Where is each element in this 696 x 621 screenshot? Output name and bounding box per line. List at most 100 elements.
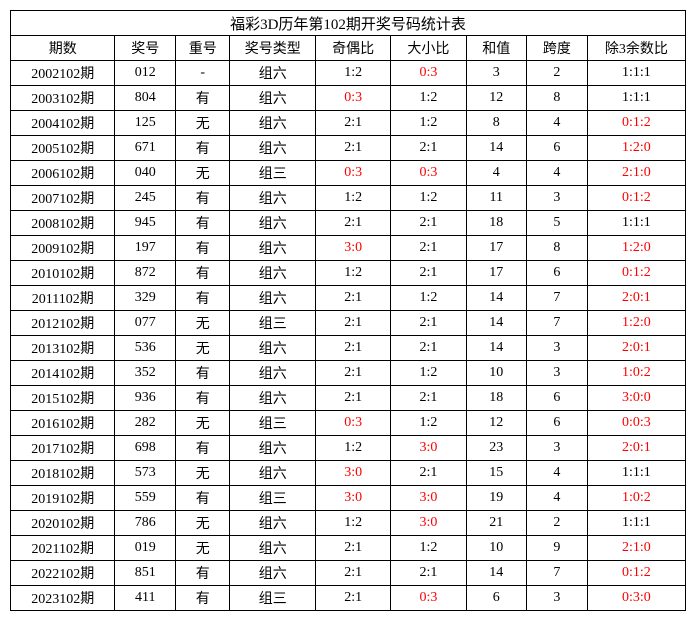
- column-header: 和值: [466, 36, 527, 61]
- table-cell: 2:1: [316, 561, 391, 586]
- table-cell: 2017102期: [11, 436, 115, 461]
- column-header: 大小比: [391, 36, 466, 61]
- column-header: 奇偶比: [316, 36, 391, 61]
- table-cell: 2018102期: [11, 461, 115, 486]
- table-cell: 无: [176, 111, 230, 136]
- table-cell: 2:1: [316, 311, 391, 336]
- table-cell: 无: [176, 161, 230, 186]
- table-cell: 3:0: [391, 511, 466, 536]
- table-cell: 组三: [230, 411, 316, 436]
- table-cell: 040: [115, 161, 176, 186]
- table-cell: 组六: [230, 536, 316, 561]
- table-cell: 2005102期: [11, 136, 115, 161]
- table-cell: 197: [115, 236, 176, 261]
- table-cell: 2021102期: [11, 536, 115, 561]
- table-cell: 组六: [230, 261, 316, 286]
- table-cell: 2012102期: [11, 311, 115, 336]
- table-cell: 2008102期: [11, 211, 115, 236]
- table-row: 2020102期786无组六1:23:02121:1:1: [11, 511, 686, 536]
- table-cell: 有: [176, 436, 230, 461]
- table-cell: 6: [527, 411, 588, 436]
- table-cell: 7: [527, 311, 588, 336]
- table-cell: 1:0:2: [587, 486, 685, 511]
- table-cell: 2:1: [391, 311, 466, 336]
- table-cell: 2:1: [391, 461, 466, 486]
- column-header: 奖号类型: [230, 36, 316, 61]
- table-row: 2019102期559有组三3:03:01941:0:2: [11, 486, 686, 511]
- table-cell: 9: [527, 536, 588, 561]
- table-cell: 无: [176, 311, 230, 336]
- table-cell: 14: [466, 336, 527, 361]
- table-cell: 2:1: [316, 286, 391, 311]
- table-cell: 6: [527, 136, 588, 161]
- table-row: 2015102期936有组六2:12:11863:0:0: [11, 386, 686, 411]
- table-cell: 14: [466, 311, 527, 336]
- table-cell: 有: [176, 361, 230, 386]
- table-cell: 有: [176, 586, 230, 611]
- table-cell: 12: [466, 411, 527, 436]
- table-cell: 1:2: [391, 186, 466, 211]
- table-cell: 4: [466, 161, 527, 186]
- table-cell: 1:2: [391, 286, 466, 311]
- table-cell: 有: [176, 136, 230, 161]
- table-cell: 945: [115, 211, 176, 236]
- table-cell: 无: [176, 511, 230, 536]
- table-cell: 8: [527, 236, 588, 261]
- table-cell: 2019102期: [11, 486, 115, 511]
- table-cell: 2:1: [316, 111, 391, 136]
- table-cell: 1:1:1: [587, 86, 685, 111]
- table-cell: 1:2:0: [587, 311, 685, 336]
- table-cell: 573: [115, 461, 176, 486]
- table-cell: 3: [527, 436, 588, 461]
- table-cell: 1:2:0: [587, 236, 685, 261]
- table-row: 2018102期573无组六3:02:11541:1:1: [11, 461, 686, 486]
- table-cell: 2013102期: [11, 336, 115, 361]
- table-row: 2007102期245有组六1:21:21130:1:2: [11, 186, 686, 211]
- table-cell: 2006102期: [11, 161, 115, 186]
- table-row: 2011102期329有组六2:11:21472:0:1: [11, 286, 686, 311]
- table-cell: 0:3:0: [587, 586, 685, 611]
- table-cell: 无: [176, 461, 230, 486]
- table-cell: 2: [527, 61, 588, 86]
- table-cell: 14: [466, 136, 527, 161]
- table-cell: 2015102期: [11, 386, 115, 411]
- table-row: 2005102期671有组六2:12:11461:2:0: [11, 136, 686, 161]
- table-cell: 有: [176, 286, 230, 311]
- table-cell: 1:2: [316, 186, 391, 211]
- table-cell: 8: [527, 86, 588, 111]
- table-cell: 2020102期: [11, 511, 115, 536]
- table-cell: 3: [527, 361, 588, 386]
- table-cell: 2011102期: [11, 286, 115, 311]
- table-cell: 2:1: [391, 136, 466, 161]
- table-cell: 组三: [230, 486, 316, 511]
- table-cell: 4: [527, 461, 588, 486]
- table-cell: 1:2: [316, 261, 391, 286]
- table-cell: 2:1: [316, 386, 391, 411]
- table-cell: 3:0: [316, 461, 391, 486]
- table-cell: 019: [115, 536, 176, 561]
- table-cell: 2:1: [316, 211, 391, 236]
- table-cell: 077: [115, 311, 176, 336]
- table-row: 2002102期012-组六1:20:3321:1:1: [11, 61, 686, 86]
- table-row: 2022102期851有组六2:12:11470:1:2: [11, 561, 686, 586]
- table-cell: 组三: [230, 161, 316, 186]
- table-cell: 18: [466, 386, 527, 411]
- table-title: 福彩3D历年第102期开奖号码统计表: [11, 11, 686, 36]
- table-cell: 2:1: [316, 336, 391, 361]
- table-cell: 2:1: [316, 536, 391, 561]
- table-row: 2013102期536无组六2:12:11432:0:1: [11, 336, 686, 361]
- table-cell: 6: [527, 386, 588, 411]
- table-cell: 1:2: [316, 511, 391, 536]
- table-cell: 2:0:1: [587, 436, 685, 461]
- table-cell: 17: [466, 261, 527, 286]
- table-cell: 14: [466, 286, 527, 311]
- table-cell: 936: [115, 386, 176, 411]
- table-cell: 329: [115, 286, 176, 311]
- table-cell: 17: [466, 236, 527, 261]
- table-cell: 2:1: [391, 261, 466, 286]
- table-cell: 2:0:1: [587, 286, 685, 311]
- table-row: 2009102期197有组六3:02:11781:2:0: [11, 236, 686, 261]
- table-cell: 2:1: [316, 361, 391, 386]
- table-row: 2012102期077无组三2:12:11471:2:0: [11, 311, 686, 336]
- table-cell: 有: [176, 186, 230, 211]
